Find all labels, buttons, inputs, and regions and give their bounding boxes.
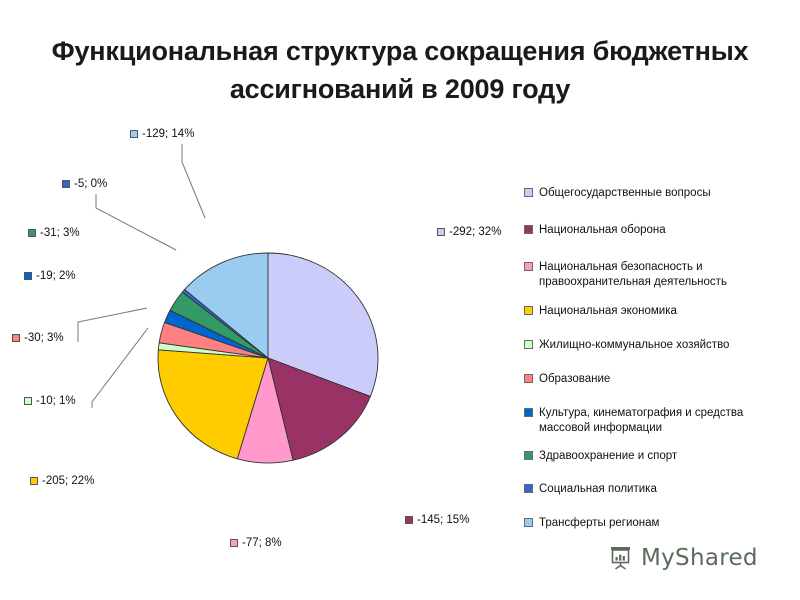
legend-item[interactable]: Жилищно-коммунальное хозяйство [524,338,729,353]
legend-item[interactable]: Культура, кинематография и средства масс… [524,406,779,435]
data-label-swatch [28,229,36,237]
legend-swatch [524,518,533,527]
pie-slice[interactable] [267,252,379,398]
legend-item[interactable]: Национальная оборона [524,223,666,238]
pie-data-label: -31; 3% [28,227,80,239]
leader-line [91,327,149,408]
data-label-swatch [24,397,32,405]
data-label-text: -77; 8% [242,537,282,549]
legend-swatch [524,188,533,197]
legend-item-label: Образование [539,373,611,385]
legend-item-label: Трансферты регионам [539,517,660,529]
data-label-text: -19; 2% [36,270,76,282]
pie-slice[interactable] [157,349,269,460]
data-label-text: -292; 32% [449,226,502,238]
legend-swatch [524,225,533,234]
data-label-text: -205; 22% [42,475,95,487]
data-label-swatch [30,477,38,485]
leader-lines-group [77,144,206,408]
legend-item-label: Национальная экономика [539,305,677,317]
data-label-swatch [405,516,413,524]
pie-chart: -129; 14% -5; 0% -31; 3% -19; 2% -30; 3% -10;… [0,110,510,590]
legend-swatch [524,262,533,271]
pie-data-label: -30; 3% [12,332,64,344]
data-label-text: -145; 15% [417,514,470,526]
legend-item[interactable]: Здравоохранение и спорт [524,449,677,464]
presentation-chart-icon [611,547,630,570]
watermark-text: MyShared [641,545,758,571]
legend-item[interactable]: Общегосударственные вопросы [524,186,711,201]
data-label-swatch [12,334,20,342]
legend-item[interactable]: Национальная безопасность и правоохранит… [524,260,779,289]
myshared-watermark: MyShared [608,545,758,571]
legend-item-label: Национальная оборона [539,224,666,236]
legend-swatch [524,306,533,315]
data-label-swatch [437,228,445,236]
legend-item-label: Культура, кинематография и средства масс… [539,407,744,434]
pie-slices-group [157,252,379,464]
data-label-swatch [62,180,70,188]
data-label-text: -129; 14% [142,128,195,140]
pie-data-label: -10; 1% [24,395,76,407]
legend-item-label: Жилищно-коммунальное хозяйство [539,339,730,351]
pie-data-label: -205; 22% [30,475,94,487]
pie-data-label: -129; 14% [130,128,194,140]
data-label-text: -10; 1% [36,395,76,407]
pie-slice[interactable] [267,357,371,461]
page-title: Функциональная структура сокращения бюдж… [51,36,749,104]
pie-chart-svg [77,144,379,464]
data-label-text: -31; 3% [40,227,80,239]
legend-item-label: Общегосударственные вопросы [539,187,711,199]
leader-line [95,194,177,251]
pie-data-label: -5; 0% [62,178,107,190]
data-label-swatch [130,130,138,138]
legend-item-label: Социальная политика [539,483,657,495]
pie-data-label: -77; 8% [230,537,282,549]
pie-slice[interactable] [184,252,269,359]
data-label-swatch [230,539,238,547]
legend-item-label: Здравоохранение и спорт [539,450,678,462]
legend-item[interactable]: Образование [524,372,610,387]
legend-item[interactable]: Национальная экономика [524,304,677,319]
leader-line [181,144,206,219]
legend-swatch [524,408,533,417]
legend-swatch [524,451,533,460]
legend-item-label: Национальная безопасность и правоохранит… [539,261,727,288]
pie-data-label: -19; 2% [24,270,76,282]
legend-item[interactable]: Трансферты регионам [524,516,659,531]
pie-data-label: -292; 32% [437,226,501,238]
legend-item[interactable]: Социальная политика [524,482,657,497]
legend-swatch [524,484,533,493]
legend-swatch [524,340,533,349]
data-label-text: -30; 3% [24,332,64,344]
data-label-text: -5; 0% [74,178,108,190]
leader-line [77,307,148,342]
data-label-swatch [24,272,32,280]
pie-data-label: -145; 15% [405,514,469,526]
legend-swatch [524,374,533,383]
